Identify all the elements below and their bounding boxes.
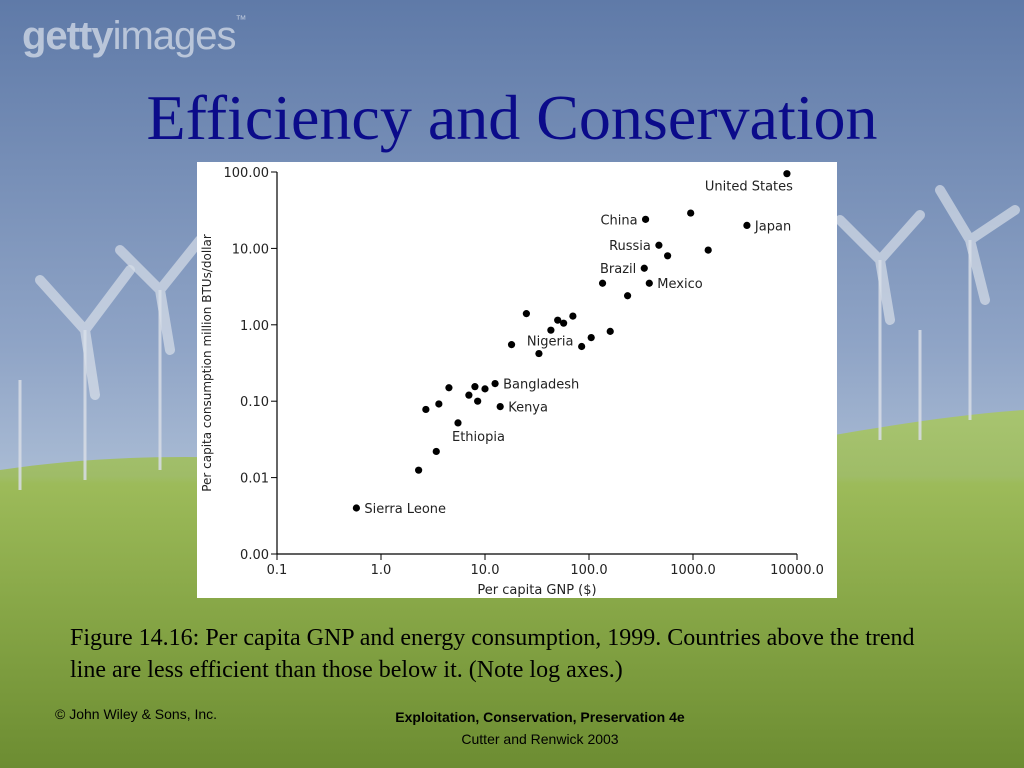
data-point xyxy=(445,384,453,392)
point-label: Ethiopia xyxy=(452,430,505,445)
point-label: Bangladesh xyxy=(503,378,579,393)
point-label: Mexico xyxy=(657,277,702,292)
data-point xyxy=(606,327,614,335)
point-label: United States xyxy=(705,180,793,195)
point-label: Kenya xyxy=(508,401,548,416)
data-point xyxy=(704,246,712,254)
y-axis-label: Per capita consumption million BTUs/doll… xyxy=(200,234,214,492)
data-point xyxy=(655,241,663,249)
point-label: Nigeria xyxy=(527,335,574,350)
point-label: Sierra Leone xyxy=(364,502,446,517)
data-point xyxy=(569,312,577,320)
point-label: Russia xyxy=(609,239,651,254)
point-label: Japan xyxy=(754,219,791,234)
data-point xyxy=(687,209,695,217)
y-tick-label: 1.00 xyxy=(240,319,269,334)
slide-title: Efficiency and Conservation xyxy=(146,82,878,153)
data-point xyxy=(598,279,607,287)
x-tick-label: 10.0 xyxy=(471,563,500,578)
y-tick-label: 0.10 xyxy=(240,395,269,410)
y-tick-label: 0.01 xyxy=(240,472,269,487)
data-point xyxy=(743,221,751,230)
x-tick-label: 0.1 xyxy=(267,563,288,578)
x-tick-label: 100.0 xyxy=(570,563,607,578)
y-tick-label: 10.00 xyxy=(232,242,269,257)
data-point xyxy=(554,316,562,324)
data-point xyxy=(491,379,499,388)
data-point xyxy=(640,264,648,272)
data-point xyxy=(432,447,440,456)
point-label: Brazil xyxy=(600,262,636,277)
data-point xyxy=(587,333,595,342)
x-tick-label: 10000.0 xyxy=(770,563,824,578)
data-point xyxy=(522,310,530,318)
data-point xyxy=(474,397,482,405)
book-authors: Cutter and Renwick 2003 xyxy=(461,731,619,747)
data-point xyxy=(535,349,543,358)
chart-svg: 0.00 0.01 0.10 1.00 10.00 100.00 0.1 1.0 10.0 100… xyxy=(200,166,824,598)
point-label: China xyxy=(600,213,637,228)
data-point xyxy=(645,279,653,287)
wind-turbines xyxy=(18,185,1020,490)
data-point xyxy=(422,405,430,414)
x-tick-label: 1000.0 xyxy=(670,563,716,578)
data-point xyxy=(496,402,504,411)
data-point xyxy=(471,383,479,391)
data-point xyxy=(560,319,568,327)
data-point xyxy=(454,419,462,427)
data-point xyxy=(547,326,555,334)
y-tick-label: 0.00 xyxy=(240,548,269,563)
data-point xyxy=(435,400,443,408)
scatter-chart: 0.00 0.01 0.10 1.00 10.00 100.00 0.1 1.0 10.0 100… xyxy=(197,162,837,598)
data-point xyxy=(415,466,423,474)
figure-caption: Figure 14.16: Per capita GNP and energy … xyxy=(70,625,915,683)
y-tick-label: 100.00 xyxy=(224,166,270,181)
book-title: Exploitation, Conservation, Preservation… xyxy=(395,709,685,725)
copyright-footer: © John Wiley & Sons, Inc. xyxy=(55,706,218,722)
data-point xyxy=(783,170,791,178)
book-footer: Exploitation, Conservation, Preservation… xyxy=(340,706,740,750)
x-tick-label: 1.0 xyxy=(371,563,392,578)
data-point xyxy=(352,504,360,512)
data-point xyxy=(481,385,489,393)
data-point xyxy=(623,292,632,300)
getty-images-watermark: gettyimages™ xyxy=(22,14,247,58)
data-point xyxy=(664,252,672,260)
data-point xyxy=(507,341,516,349)
data-point xyxy=(578,342,586,351)
data-point xyxy=(465,391,473,399)
data-point xyxy=(641,215,650,223)
x-axis-label: Per capita GNP ($) xyxy=(477,583,596,598)
